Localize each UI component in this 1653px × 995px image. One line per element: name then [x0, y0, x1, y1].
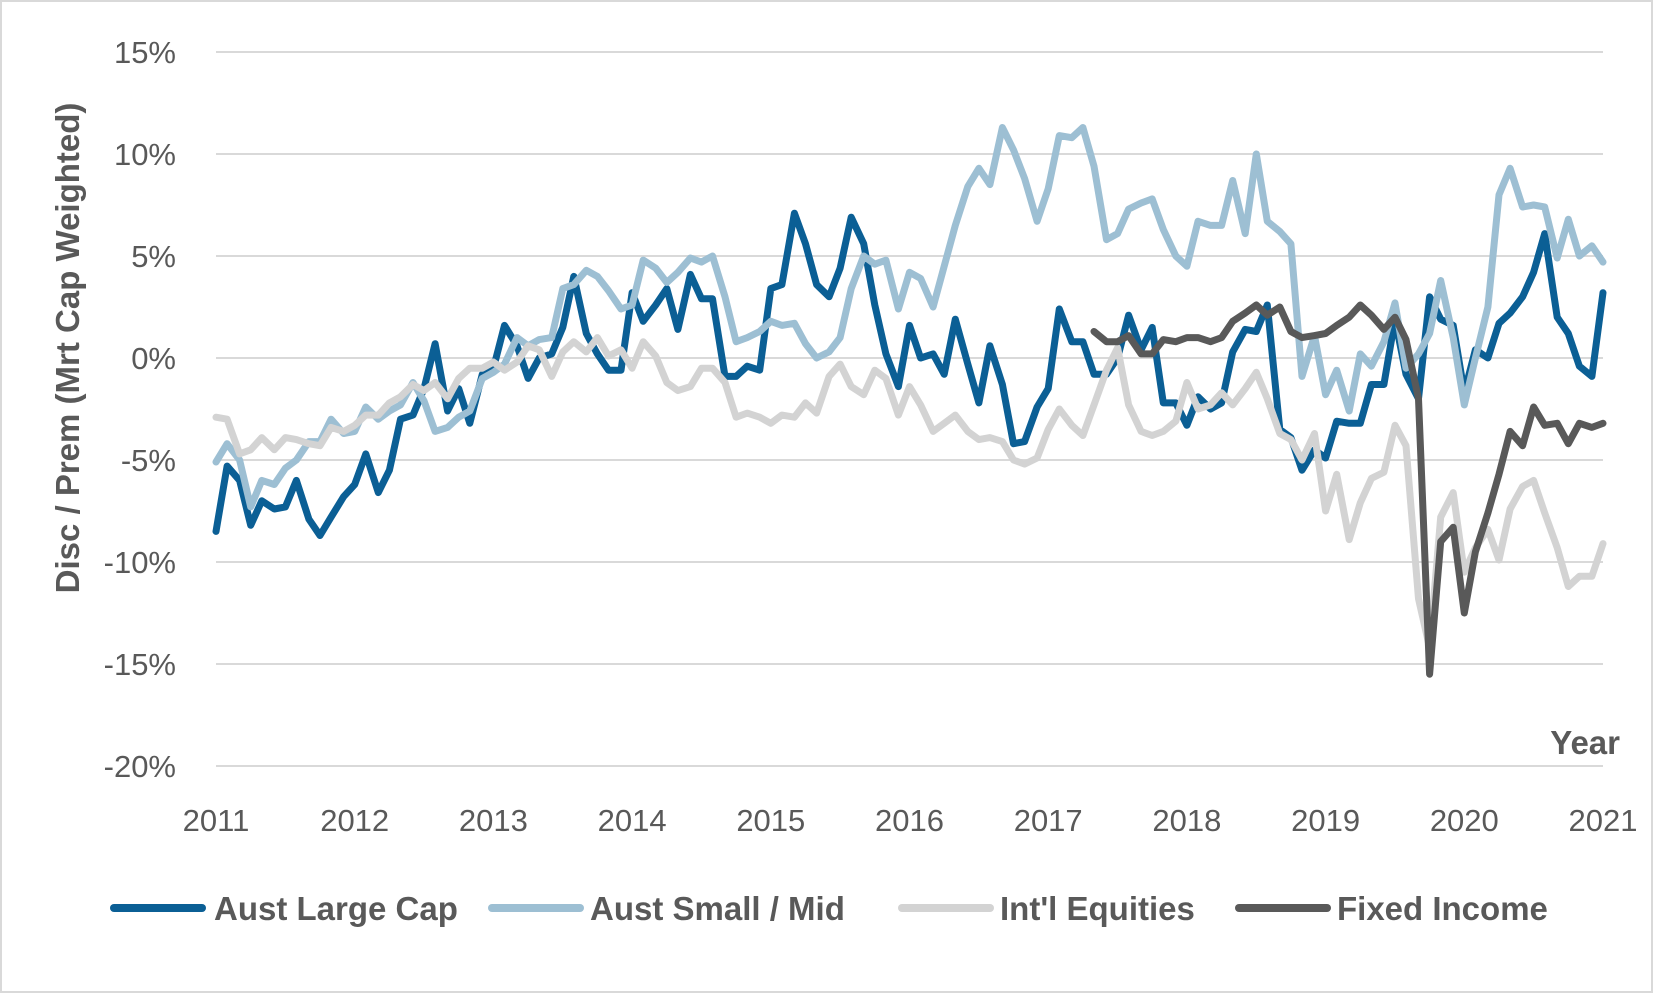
x-tick-label: 2015: [736, 803, 805, 838]
x-tick-label: 2019: [1291, 803, 1360, 838]
series-line-aust-small-mid: [212, 124, 1607, 511]
y-axis-title: Disc / Prem (Mrt Cap Weighted): [49, 103, 86, 594]
y-tick-label: 5%: [131, 239, 176, 274]
x-tick-label: 2017: [1014, 803, 1083, 838]
x-tick-label: 2013: [459, 803, 528, 838]
x-tick-label: 2021: [1569, 803, 1638, 838]
series-line-fixed-income: [1090, 301, 1607, 678]
legend-label-aust-small-mid: Aust Small / Mid: [590, 890, 845, 927]
y-tick-label: -10%: [104, 545, 176, 580]
series-line-int-l-equities: [212, 334, 1607, 652]
legend-label-fixed-income: Fixed Income: [1337, 890, 1548, 927]
y-tick-label: 10%: [114, 137, 176, 172]
y-tick-label: -15%: [104, 647, 176, 682]
x-tick-label: 2018: [1152, 803, 1221, 838]
y-tick-label: 0%: [131, 341, 176, 376]
y-tick-label: -5%: [121, 443, 176, 478]
x-tick-label: 2016: [875, 803, 944, 838]
series-line-aust-large-cap: [212, 209, 1607, 539]
legend-label-int-l-equities: Int'l Equities: [1000, 890, 1195, 927]
y-tick-label: -20%: [104, 749, 176, 784]
x-axis-title: Year: [1550, 724, 1620, 761]
x-tick-label: 2014: [598, 803, 667, 838]
x-tick-label: 2011: [183, 803, 250, 838]
y-tick-label: 15%: [114, 35, 176, 70]
x-axis-tick-labels: 2011 2012 2013 2014 2015 2016 2017 2018 2019 2020…: [183, 803, 1638, 838]
legend-label-aust-large-cap: Aust Large Cap: [214, 890, 458, 927]
y-axis-tick-labels: 15% 10% 5% 0% -5% -10% -15% -20%: [104, 35, 176, 784]
series-lines: [212, 124, 1607, 678]
x-tick-label: 2012: [320, 803, 389, 838]
legend: Aust Large Cap Aust Small / Mid Int'l Equi…: [110, 890, 1548, 927]
gridlines: [216, 51, 1603, 767]
x-tick-label: 2020: [1430, 803, 1499, 838]
